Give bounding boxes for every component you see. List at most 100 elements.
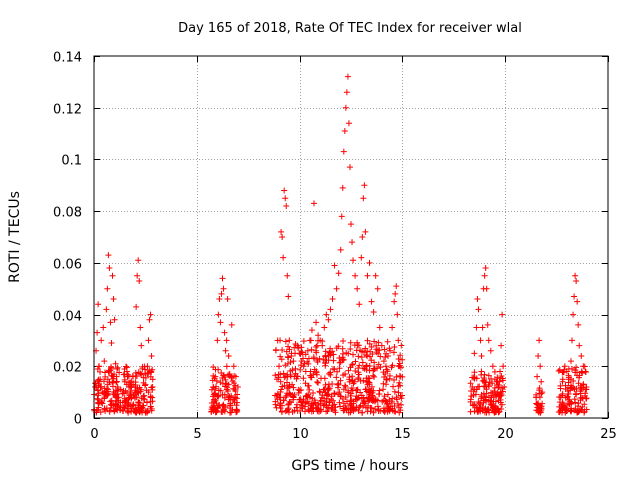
- data-point: [315, 401, 322, 408]
- data-point: [119, 407, 126, 414]
- data-point: [320, 356, 327, 363]
- data-point: [368, 344, 375, 351]
- data-point: [286, 337, 293, 344]
- data-point: [226, 371, 233, 378]
- data-point: [343, 89, 350, 96]
- data-point: [221, 329, 228, 336]
- data-point: [329, 296, 336, 303]
- data-point: [368, 298, 375, 305]
- data-point: [349, 373, 356, 380]
- data-point: [276, 363, 283, 370]
- data-point: [572, 405, 579, 412]
- data-point: [567, 358, 574, 365]
- data-point: [214, 337, 221, 344]
- data-point: [360, 195, 367, 202]
- data-point: [345, 367, 352, 374]
- data-point: [497, 368, 504, 375]
- data-point: [104, 381, 111, 388]
- data-point: [370, 372, 377, 379]
- data-point: [578, 394, 585, 401]
- data-point: [326, 370, 333, 377]
- data-point: [315, 379, 322, 386]
- data-point: [97, 376, 104, 383]
- data-point: [371, 373, 378, 380]
- data-point: [233, 402, 240, 409]
- data-point: [141, 366, 148, 373]
- data-point: [367, 348, 374, 355]
- data-point: [125, 401, 132, 408]
- data-point: [391, 377, 398, 384]
- data-point: [355, 353, 362, 360]
- data-point: [294, 342, 301, 349]
- data-point: [310, 389, 317, 396]
- data-point: [499, 377, 506, 384]
- data-point: [340, 350, 347, 357]
- data-point: [336, 365, 343, 372]
- data-point: [573, 391, 580, 398]
- data-point: [398, 401, 405, 408]
- data-point: [350, 404, 357, 411]
- data-point: [225, 352, 232, 359]
- data-point: [329, 348, 336, 355]
- data-point: [296, 387, 303, 394]
- data-point: [575, 408, 582, 415]
- data-point: [539, 389, 546, 396]
- data-point: [327, 371, 334, 378]
- data-point: [486, 383, 493, 390]
- data-point: [363, 404, 370, 411]
- data-point: [390, 383, 397, 390]
- data-point: [305, 406, 312, 413]
- data-point: [108, 340, 115, 347]
- y-tick-label: 0.12: [53, 103, 82, 118]
- data-point: [272, 392, 279, 399]
- data-point: [347, 392, 354, 399]
- data-point: [583, 395, 590, 402]
- data-point: [114, 364, 121, 371]
- x-tick-label: 5: [193, 427, 201, 442]
- data-point: [573, 364, 580, 371]
- y-tick-label: 0.02: [53, 361, 82, 376]
- data-point: [284, 353, 291, 360]
- data-point: [358, 354, 365, 361]
- data-point: [211, 396, 218, 403]
- data-point: [339, 345, 346, 352]
- data-point: [386, 396, 393, 403]
- data-point: [537, 363, 544, 370]
- data-point: [351, 342, 358, 349]
- data-point: [319, 342, 326, 349]
- data-point: [298, 404, 305, 411]
- data-point: [399, 392, 406, 399]
- data-point: [291, 391, 298, 398]
- data-point: [367, 408, 374, 415]
- data-point: [104, 376, 111, 383]
- data-point: [317, 375, 324, 382]
- data-point: [571, 396, 578, 403]
- data-point: [571, 385, 578, 392]
- data-point: [350, 404, 357, 411]
- data-point: [277, 388, 284, 395]
- data-point: [580, 381, 587, 388]
- data-point: [577, 382, 584, 389]
- data-point: [291, 344, 298, 351]
- data-point: [375, 407, 382, 414]
- data-point: [389, 362, 396, 369]
- data-point: [142, 381, 149, 388]
- x-tick-labels: 0 5 10 15 20 25: [90, 427, 616, 442]
- y-tick-label: 0: [74, 413, 82, 428]
- data-point: [473, 404, 480, 411]
- data-point: [287, 368, 294, 375]
- data-point: [130, 373, 137, 380]
- data-point: [220, 407, 227, 414]
- data-point: [362, 228, 369, 235]
- data-point: [98, 337, 105, 344]
- data-point: [479, 324, 486, 331]
- data-point: [323, 392, 330, 399]
- data-point: [135, 390, 142, 397]
- data-point: [576, 342, 583, 349]
- data-point: [371, 365, 378, 372]
- data-point: [274, 396, 281, 403]
- data-point: [333, 285, 340, 292]
- data-point: [562, 382, 569, 389]
- data-point: [371, 338, 378, 345]
